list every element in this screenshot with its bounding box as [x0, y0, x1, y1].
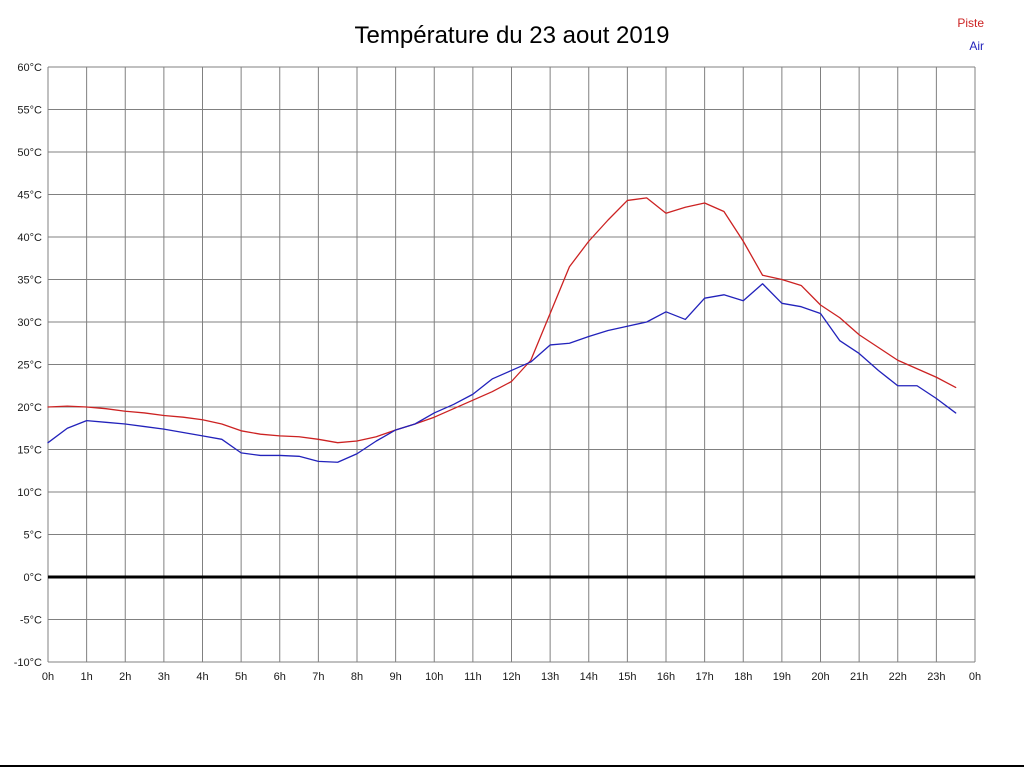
y-tick-label: 40°C — [17, 232, 42, 244]
x-tick-label: 12h — [502, 671, 520, 683]
x-tick-label: 6h — [274, 671, 286, 683]
series-line-air — [47, 283, 957, 463]
x-tick-label: 13h — [541, 671, 559, 683]
x-tick-label: 2h — [119, 671, 131, 683]
chart-legend: Piste Air — [957, 12, 984, 58]
y-tick-label: 30°C — [17, 317, 42, 329]
x-tick-label: 10h — [425, 671, 443, 683]
x-tick-label: 20h — [811, 671, 829, 683]
x-tick-label: 17h — [695, 671, 713, 683]
y-tick-label: 5°C — [24, 530, 43, 542]
x-tick-label: 15h — [618, 671, 636, 683]
y-tick-label: 10°C — [17, 487, 42, 499]
x-tick-label: 3h — [158, 671, 170, 683]
x-tick-label: 22h — [889, 671, 907, 683]
x-tick-label: 16h — [657, 671, 675, 683]
y-tick-label: -10°C — [14, 657, 42, 669]
bottom-divider — [0, 765, 1024, 767]
series-line-piste — [47, 197, 957, 444]
x-tick-label: 18h — [734, 671, 752, 683]
y-tick-label: 35°C — [17, 275, 42, 287]
y-tick-label: 20°C — [17, 402, 42, 414]
x-tick-label: 0h — [42, 671, 54, 683]
chart-title: Température du 23 aout 2019 — [354, 22, 670, 49]
x-tick-label: 14h — [580, 671, 598, 683]
y-tick-label: 60°C — [17, 62, 42, 74]
x-tick-label: 9h — [390, 671, 402, 683]
y-tick-label: -5°C — [20, 615, 42, 627]
legend-item-air: Air — [969, 38, 984, 53]
x-tick-label: 8h — [351, 671, 363, 683]
x-tick-label: 21h — [850, 671, 868, 683]
x-tick-label: 4h — [196, 671, 208, 683]
x-tick-label: 0h — [969, 671, 981, 683]
legend-item-piste: Piste — [957, 16, 984, 30]
x-tick-label: 19h — [773, 671, 791, 683]
y-tick-label: 0°C — [24, 572, 43, 584]
y-tick-label: 25°C — [17, 360, 42, 372]
x-tick-label: 7h — [312, 671, 324, 683]
y-tick-label: 45°C — [17, 190, 42, 202]
x-tick-label: 11h — [464, 671, 482, 683]
y-tick-label: 15°C — [17, 445, 42, 457]
x-tick-label: 23h — [927, 671, 945, 683]
x-tick-label: 5h — [235, 671, 247, 683]
x-tick-label: 1h — [81, 671, 93, 683]
y-tick-label: 55°C — [17, 105, 42, 117]
y-tick-label: 50°C — [17, 147, 42, 159]
